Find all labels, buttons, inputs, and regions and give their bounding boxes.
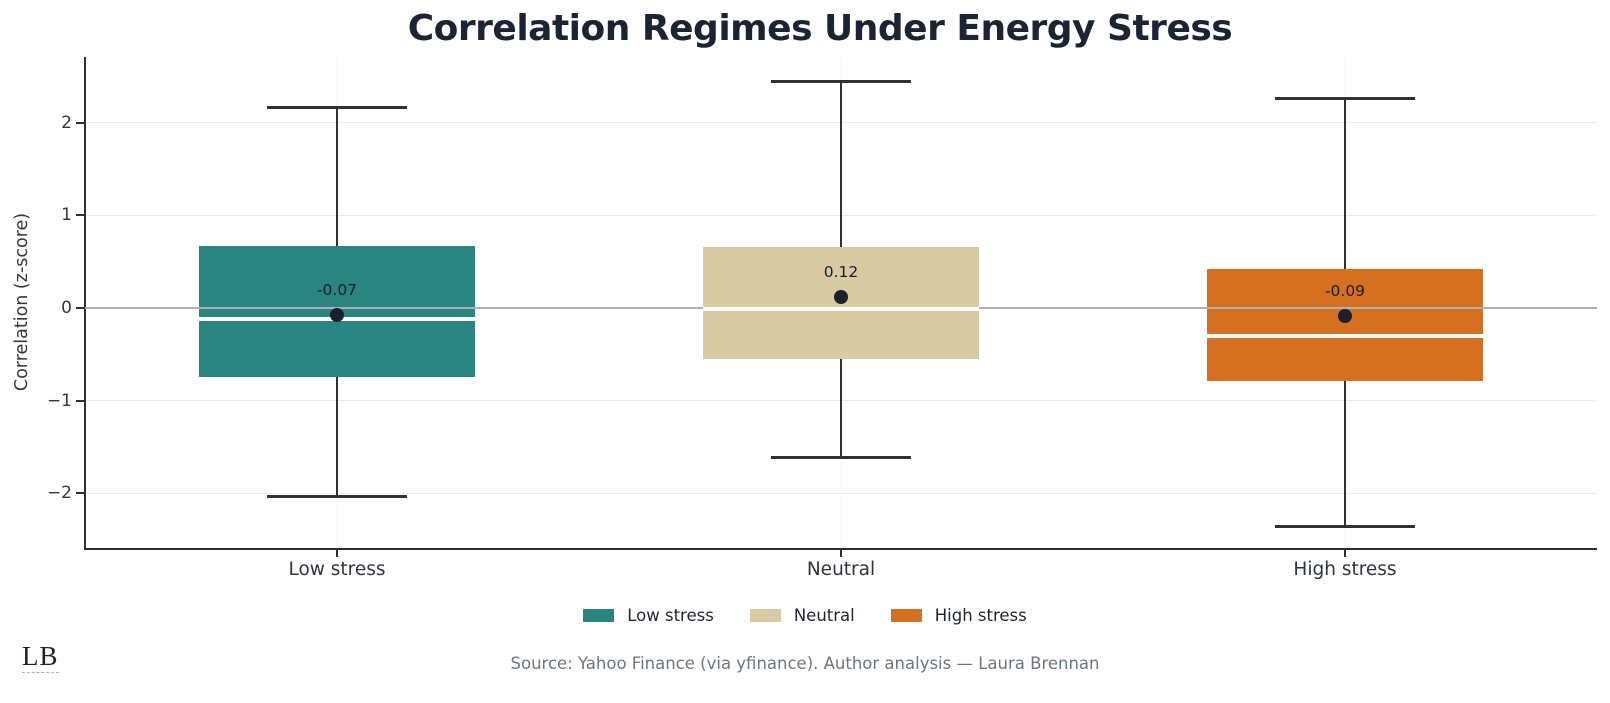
y-tick-0 (76, 307, 84, 310)
whisker-upper-high-stress (1343, 98, 1347, 270)
y-tick-label-0: 0 (61, 298, 72, 319)
legend-label-low-stress: Low stress (627, 606, 714, 625)
x-axis-spine (84, 548, 1597, 550)
y-tick--2 (76, 492, 84, 495)
x-tick-label-high-stress: High stress (1293, 559, 1397, 580)
mean-dot-neutral (834, 289, 848, 304)
x-tick-label-neutral: Neutral (806, 559, 876, 580)
box-high-stress (1207, 269, 1483, 382)
legend: Low stress Neutral High stress (0, 606, 1610, 625)
whisker-cap-lower-low-stress (267, 494, 407, 498)
gridline-y--2 (85, 492, 1597, 494)
whisker-cap-lower-neutral (771, 455, 911, 459)
y-tick-1 (76, 214, 84, 217)
mean-value-label-high-stress: -0.09 (1324, 282, 1366, 301)
legend-swatch-high-stress (890, 609, 922, 622)
lb-logo-tagline (22, 672, 59, 673)
y-axis-spine (84, 57, 86, 550)
whisker-lower-high-stress (1343, 381, 1347, 527)
x-tick-neutral (840, 550, 842, 557)
y-tick-2 (76, 121, 84, 124)
whisker-lower-neutral (839, 359, 843, 458)
legend-label-high-stress: High stress (934, 606, 1027, 625)
y-tick-label--2: −2 (46, 483, 72, 504)
legend-item-neutral: Neutral (749, 606, 855, 625)
y-tick--1 (76, 399, 84, 402)
chart-title: Correlation Regimes Under Energy Stress (407, 8, 1233, 49)
median-line-high-stress (1207, 333, 1483, 338)
y-tick-label-2: 2 (61, 112, 72, 133)
y-tick-label-1: 1 (61, 205, 72, 226)
mean-dot-low-stress (330, 307, 344, 322)
legend-item-high-stress: High stress (890, 606, 1027, 625)
whisker-cap-lower-high-stress (1275, 525, 1415, 529)
median-line-neutral (703, 306, 979, 311)
x-tick-low-stress (336, 550, 338, 557)
x-tick-high-stress (1344, 550, 1346, 557)
legend-item-low-stress: Low stress (583, 606, 714, 625)
mean-value-label-neutral: 0.12 (823, 262, 859, 281)
mean-value-label-low-stress: -0.07 (316, 280, 358, 299)
source-caption: Source: Yahoo Finance (via yfinance). Au… (510, 654, 1100, 673)
whisker-upper-neutral (839, 81, 843, 247)
legend-label-neutral: Neutral (793, 606, 855, 625)
whisker-upper-low-stress (335, 107, 339, 246)
y-tick-label--1: −1 (46, 390, 72, 411)
legend-swatch-low-stress (583, 609, 615, 622)
whisker-lower-low-stress (335, 376, 339, 497)
x-tick-label-low-stress: Low stress (288, 559, 386, 580)
mean-dot-high-stress (1338, 309, 1352, 324)
lb-logo-text: LB (22, 641, 59, 671)
legend-swatch-neutral (749, 609, 781, 622)
lb-logo: LB (22, 642, 59, 673)
